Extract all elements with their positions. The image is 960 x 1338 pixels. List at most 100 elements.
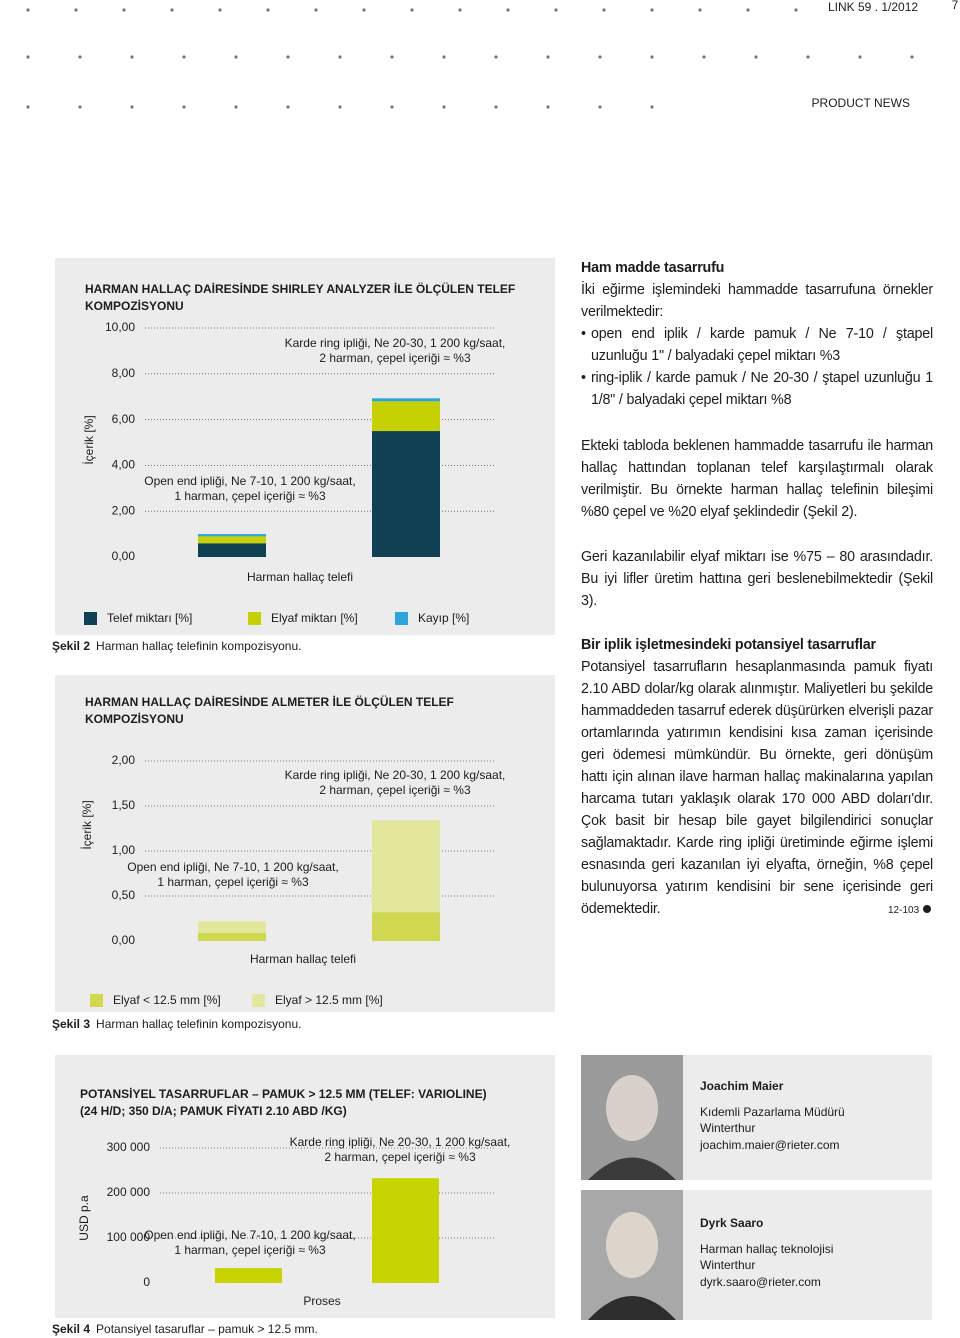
x-axis-label: Proses xyxy=(303,1294,340,1308)
heading: Ham madde tasarrufu xyxy=(581,260,725,276)
paragraph: Ekteki tabloda beklenen hammadde tasarru… xyxy=(581,438,933,520)
y-tick-label: 2,00 xyxy=(112,753,136,767)
annotation: 1 harman, çepel içeriği ≈ %3 xyxy=(174,1243,326,1257)
decor-dot xyxy=(494,55,498,59)
decor-dot xyxy=(26,8,30,12)
figure-title: (24 H/D; 350 D/A; PAMUK FİYATI 2.10 ABD … xyxy=(80,1103,347,1118)
decor-dot xyxy=(234,105,238,109)
photo-body xyxy=(588,1296,676,1320)
y-axis-label: İçerik [%] xyxy=(80,800,94,849)
decor-dot xyxy=(442,55,446,59)
y-tick-label: 300 000 xyxy=(107,1140,151,1154)
legend-label: Elyaf < 12.5 mm [%] xyxy=(113,993,221,1007)
decor-dot xyxy=(458,8,462,12)
decor-dot xyxy=(78,105,82,109)
photo-body xyxy=(588,1157,676,1180)
legend-label: Telef miktarı [%] xyxy=(107,611,192,625)
contact-line: dyrk.saaro@rieter.com xyxy=(700,1274,821,1289)
legend-label: Elyaf miktarı [%] xyxy=(271,611,358,625)
annotation: 2 harman, çepel içeriği ≈ %3 xyxy=(319,783,471,797)
decor-dot xyxy=(746,8,750,12)
heading: Bir iplik işletmesindeki potansiyel tasa… xyxy=(581,637,876,653)
decor-dot xyxy=(390,55,394,59)
decor-dot xyxy=(546,105,550,109)
article-block: Bir iplik işletmesindeki potansiyel tasa… xyxy=(581,634,933,920)
contact-name: Dyrk Saaro xyxy=(700,1216,764,1230)
contact-line: Harman hallaç teknolojisi xyxy=(700,1241,834,1256)
contact-line: Winterthur xyxy=(700,1121,756,1135)
contact: Joachim Maier Kıdemli Pazarlama Müdürü W… xyxy=(700,1078,845,1153)
annotation: Karde ring ipliği, Ne 20-30, 1 200 kg/sa… xyxy=(285,768,506,782)
decor-dot xyxy=(546,55,550,59)
bullet: open end iplik / karde pamuk / Ne 7-10 /… xyxy=(581,323,933,367)
decor-dot xyxy=(218,8,222,12)
decor-dot xyxy=(442,105,446,109)
annotation: Open end ipliği, Ne 7-10, 1 200 kg/saat, xyxy=(144,1228,355,1242)
contact: Dyrk Saaro Harman hallaç teknolojisi Win… xyxy=(700,1215,833,1290)
y-tick-label: 1,00 xyxy=(112,843,136,857)
bar xyxy=(372,912,440,941)
contact-name: Joachim Maier xyxy=(700,1079,784,1093)
y-tick-label: 4,00 xyxy=(112,458,136,472)
legend-swatch xyxy=(395,612,408,625)
y-tick-label: 10,00 xyxy=(105,320,135,334)
legend-label: Elyaf > 12.5 mm [%] xyxy=(275,993,383,1007)
decor-dot xyxy=(650,55,654,59)
legend-swatch xyxy=(248,612,261,625)
legend-swatch xyxy=(84,612,97,625)
bar xyxy=(372,820,440,913)
figure-title: POTANSİYEL TASARRUFLAR – PAMUK > 12.5 MM… xyxy=(80,1086,487,1101)
caption-label: Şekil 3 xyxy=(52,1017,90,1031)
decor-dot xyxy=(286,55,290,59)
annotation: 2 harman, çepel içeriği ≈ %3 xyxy=(324,1150,476,1164)
reference: 12-103 xyxy=(888,905,931,916)
decor-dot xyxy=(410,8,414,12)
figure-panel xyxy=(55,1055,555,1318)
decor-dot xyxy=(650,8,654,12)
bar xyxy=(372,398,440,402)
decor-dot xyxy=(78,55,82,59)
decor-dot xyxy=(494,105,498,109)
contact-line: Winterthur xyxy=(700,1258,756,1272)
decor-dot xyxy=(26,55,30,59)
decor-dot xyxy=(130,105,134,109)
annotation: Open end ipliği, Ne 7-10, 1 200 kg/saat, xyxy=(144,474,355,488)
decor-dot xyxy=(338,55,342,59)
bar xyxy=(372,431,440,557)
paragraph: Geri kazanılabilir elyaf miktarı ise %75… xyxy=(581,549,933,609)
y-tick-label: 1,50 xyxy=(112,798,136,812)
photo-face xyxy=(606,1075,658,1141)
decor-dot xyxy=(338,105,342,109)
decor-dot xyxy=(910,55,914,59)
y-tick-label: 6,00 xyxy=(112,412,136,426)
decor-dot xyxy=(598,55,602,59)
decor-dot xyxy=(650,105,654,109)
y-tick-label: 0,50 xyxy=(112,888,136,902)
caption-text: Harman hallaç telefinin kompozisyonu. xyxy=(96,1017,301,1031)
caption: Şekil 2 Harman hallaç telefinin kompozisy… xyxy=(52,639,301,653)
legend-swatch xyxy=(252,994,265,1007)
caption: Şekil 4 Potansiyel tasaruflar – pamuk > 1… xyxy=(52,1322,318,1336)
figure-title: HARMAN HALLAÇ DAİRESİNDE SHIRLEY ANALYZE… xyxy=(85,281,515,296)
photo-face xyxy=(606,1212,658,1278)
caption-label: Şekil 2 xyxy=(52,639,90,653)
decor-dot xyxy=(698,8,702,12)
bar xyxy=(215,1268,282,1283)
figure-title: HARMAN HALLAÇ DAİRESİNDE ALMETER İLE ÖLÇ… xyxy=(85,694,454,709)
y-tick-label: 8,00 xyxy=(112,366,136,380)
bullet: ring-iplik / karde pamuk / Ne 20-30 / şt… xyxy=(581,367,933,411)
annotation: Open end ipliği, Ne 7-10, 1 200 kg/saat, xyxy=(127,860,338,874)
decor-dot xyxy=(74,8,78,12)
article-block: Ham madde tasarrufu İki eğirme işleminde… xyxy=(581,257,933,411)
caption-label: Şekil 4 xyxy=(52,1322,90,1336)
decor-dot xyxy=(182,105,186,109)
bar xyxy=(198,534,266,537)
decor-dot xyxy=(858,55,862,59)
annotation: Karde ring ipliği, Ne 20-30, 1 200 kg/sa… xyxy=(285,336,506,350)
decor-dot xyxy=(390,105,394,109)
x-axis-label: Harman hallaç telefi xyxy=(247,570,353,584)
bar xyxy=(198,536,266,544)
y-tick-label: 2,00 xyxy=(112,503,136,517)
bar xyxy=(372,1178,439,1283)
